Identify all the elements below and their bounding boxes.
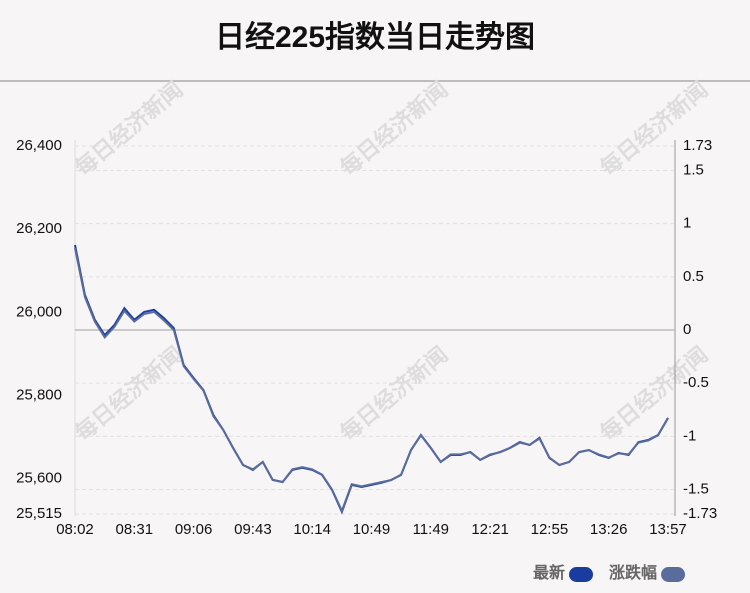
x-tick-label: 12:21	[471, 521, 509, 538]
x-tick-label: 12:55	[531, 521, 569, 538]
legend-label: 涨跌幅	[609, 563, 657, 582]
x-tick-label: 09:06	[175, 521, 213, 538]
y2-tick-label: -1.5	[683, 481, 709, 498]
y2-tick-label: -0.5	[683, 374, 709, 391]
x-tick-label: 08:31	[116, 521, 154, 538]
y2-tick-label: 0	[683, 321, 691, 338]
legend-label: 最新	[533, 563, 565, 582]
series-line	[74, 247, 669, 514]
y-tick-label: 26,400	[16, 137, 62, 154]
x-tick-label: 13:26	[590, 521, 628, 538]
y-tick-label: 25,600	[16, 470, 62, 487]
legend-swatch	[569, 567, 594, 582]
x-tick-label: 08:02	[56, 521, 94, 538]
y-tick-label: 25,800	[16, 386, 62, 403]
x-tick-label: 13:57	[649, 521, 687, 538]
y-tick-label: 26,000	[16, 303, 62, 320]
y2-tick-label: 1.73	[683, 137, 712, 154]
y2-tick-label: 1	[683, 215, 691, 232]
y2-tick-label: 1.5	[683, 161, 704, 178]
x-tick-label: 11:49	[413, 521, 449, 538]
y2-tick-label: 0.5	[683, 268, 704, 285]
x-tick-label: 09:43	[234, 521, 272, 538]
legend-swatch	[661, 567, 686, 582]
y-tick-label: 26,200	[16, 220, 62, 237]
y-tick-label: 25,515	[16, 505, 62, 522]
y2-tick-label: -1	[683, 427, 696, 444]
x-tick-label: 10:14	[293, 521, 331, 538]
y2-tick-label: -1.73	[683, 505, 717, 522]
chart-title: 日经225指数当日走势图	[215, 20, 535, 54]
x-tick-label: 10:49	[353, 521, 391, 538]
